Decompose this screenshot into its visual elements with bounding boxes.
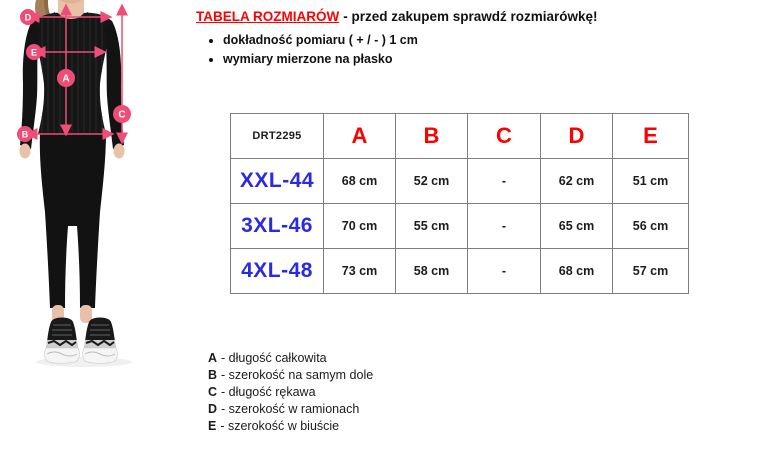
measurement-value: 68 cm [323,158,396,204]
column-header-E: E [612,113,689,159]
measurement-value: 57 cm [612,248,689,294]
model-left-hand [19,143,31,159]
badge-B [17,126,33,142]
legend-letter: E [208,419,217,433]
measurement-value: 56 cm [612,203,689,249]
page-title-suffix: - przed zakupem sprawdź rozmiarówkę! [343,9,598,24]
badge-C [113,105,131,123]
model-right-sleeve [104,21,124,149]
measurement-value: 62 cm [540,158,613,204]
legend-text: - szerokość w biuście [220,419,340,433]
table-row: 4XL-48 73 cm 58 cm - 68 cm 57 cm [230,248,689,294]
header-block: TABELA ROZMIARÓW - przed zakupem sprawdź … [196,9,598,69]
legend-item: B- szerokość na samym dole [208,367,373,384]
legend-item: E- szerokość w biuście [208,418,373,435]
left-sneaker [44,317,80,364]
page-title-highlight: TABELA ROZMIARÓW [196,9,340,24]
measurement-value: 73 cm [323,248,396,294]
measurement-badges: D E A B C [17,9,131,142]
legend-item: C- długość rękawa [208,384,373,401]
page-title: TABELA ROZMIARÓW - przed zakupem sprawdź … [196,9,598,24]
legend-letter: A [208,351,218,365]
measurement-value: - [467,203,541,249]
column-header-B: B [395,113,468,159]
table-header-row: DRT2295 A B C D E [230,113,689,159]
legend-text: - szerokość na samym dole [221,368,374,382]
model-photo: D E A B C [0,0,180,430]
note-item: dokładność pomiaru ( + / - ) 1 cm [223,31,598,50]
measurement-value: 70 cm [323,203,396,249]
legend-letter: D [208,402,218,416]
measurement-value: 65 cm [540,203,613,249]
column-header-C: C [467,113,541,159]
model-illustration: D E A B C [17,0,132,367]
svg-text:B: B [22,130,29,140]
measurement-value: - [467,248,541,294]
svg-text:E: E [31,48,37,58]
table-row: XXL-44 68 cm 52 cm - 62 cm 51 cm [230,158,689,204]
badge-E [26,44,42,60]
product-code-cell: DRT2295 [230,113,324,159]
legend-letter: B [208,368,218,382]
measurement-value: 68 cm [540,248,613,294]
model-right-ankle [80,305,92,323]
legend-item: D- szerokość w ramionach [208,401,373,418]
badge-A [57,69,75,87]
size-table-container: DRT2295 A B C D E XXL-44 68 cm 52 cm - 6… [230,113,689,294]
measurement-notes: dokładność pomiaru ( + / - ) 1 cm wymiar… [196,31,598,69]
svg-text:C: C [118,110,125,121]
badge-D [20,9,36,25]
svg-text:A: A [62,74,69,85]
size-label: XXL-44 [230,158,324,204]
measurement-value: 55 cm [395,203,468,249]
legend-text: - długość rękawa [221,385,316,399]
note-item: wymiary mierzone na płasko [223,50,598,69]
legend-item: A- długość całkowita [208,350,373,367]
measurement-value: 51 cm [612,158,689,204]
table-row: 3XL-46 70 cm 55 cm - 65 cm 56 cm [230,203,689,249]
model-right-hand [113,143,125,159]
legend-letter: C [208,385,218,399]
size-label: 4XL-48 [230,248,324,294]
measurement-value: 58 cm [395,248,468,294]
size-label: 3XL-46 [230,203,324,249]
model-leggings [39,133,106,308]
size-table: DRT2295 A B C D E XXL-44 68 cm 52 cm - 6… [230,113,689,294]
legend-text: - szerokość w ramionach [221,402,360,416]
measurement-value: 52 cm [395,158,468,204]
measurement-value: - [467,158,541,204]
column-header-A: A [323,113,396,159]
right-sneaker [82,317,118,364]
measurement-legend: A- długość całkowita B- szerokość na sam… [208,350,373,435]
svg-text:D: D [25,13,32,23]
column-header-D: D [540,113,613,159]
legend-text: - długość całkowita [221,351,327,365]
model-neck [58,0,84,19]
